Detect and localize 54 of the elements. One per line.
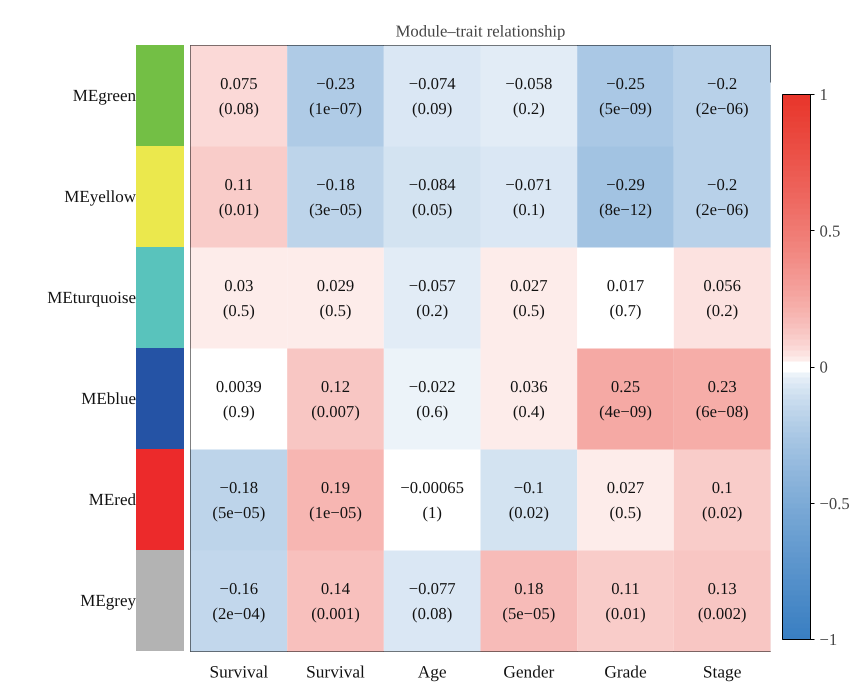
data-label: 0.1 (0.02) (702, 478, 742, 522)
x-tick-label: Survival (306, 662, 366, 682)
data-label: −0.077 (0.08) (408, 579, 456, 623)
data-label: −0.022 (0.6) (408, 377, 456, 421)
data-label: 0.13 (0.002) (698, 579, 746, 623)
y-tick-label: MEgrey (80, 590, 136, 612)
data-label: 0.029 (0.5) (316, 276, 354, 320)
data-label: 0.017 (0.7) (606, 276, 644, 320)
data-label: −0.074 (0.09) (408, 74, 456, 118)
data-label: −0.00065 (1) (400, 478, 464, 522)
data-label: 0.027 (0.5) (606, 478, 644, 522)
color-bar-label: −0.5 (820, 494, 850, 513)
data-label: −0.058 (0.2) (505, 74, 552, 118)
data-label: 0.0039 (0.9) (216, 377, 262, 421)
data-label: 0.12 (0.007) (311, 377, 360, 421)
data-label: 0.036 (0.4) (510, 377, 548, 421)
chart-title: Module–trait relationship (396, 22, 566, 40)
y-tick-label: MEred (88, 489, 136, 511)
data-label: −0.16 (2e−04) (212, 579, 266, 623)
data-label: −0.084 (0.05) (408, 175, 456, 219)
y-tick-label: MEyellow (64, 186, 136, 208)
x-tick-label: Stage (702, 662, 742, 682)
color-bar-label: 0.5 (820, 221, 840, 240)
x-tick-label: Survival (209, 662, 268, 682)
data-label: −0.071 (0.1) (505, 175, 552, 219)
data-label: 0.056 (0.2) (703, 276, 741, 320)
data-label: −0.23 (1e−07) (309, 74, 362, 118)
data-label: 0.18 (5e−05) (502, 579, 556, 623)
data-label: 0.23 (6e−08) (696, 377, 749, 421)
data-label: 0.075 (0.08) (218, 74, 259, 118)
data-label: 0.11 (0.01) (605, 579, 646, 623)
x-tick-label: Gender (503, 662, 555, 682)
data-label: 0.19 (1e−05) (309, 478, 362, 522)
data-label: −0.1 (0.02) (508, 478, 549, 522)
color-bar-label: 0 (820, 358, 828, 376)
data-label: −0.2 (2e−06) (696, 74, 749, 118)
data-label: −0.18 (3e−05) (309, 175, 362, 219)
data-label: −0.29 (8e−12) (599, 175, 652, 219)
data-label: 0.027 (0.5) (510, 276, 548, 320)
color-bar-label: −1 (820, 630, 838, 649)
data-label: −0.25 (5e−09) (599, 74, 652, 118)
y-tick-label: MEblue (81, 388, 136, 410)
data-label: −0.2 (2e−06) (696, 175, 749, 219)
data-label: 0.14 (0.001) (311, 579, 360, 623)
data-label: 0.03 (0.5) (222, 276, 255, 320)
x-tick-label: Grade (604, 662, 647, 682)
data-label: 0.25 (4e−09) (599, 377, 652, 421)
color-bar-label: 1 (820, 85, 828, 104)
data-label: −0.18 (5e−05) (212, 478, 266, 522)
x-tick-label: Age (418, 662, 447, 682)
data-label: 0.11 (0.01) (218, 175, 259, 219)
y-tick-label: MEturquoise (47, 287, 136, 309)
y-tick-label: MEgreen (72, 85, 136, 107)
data-label: −0.057 (0.2) (408, 276, 456, 320)
